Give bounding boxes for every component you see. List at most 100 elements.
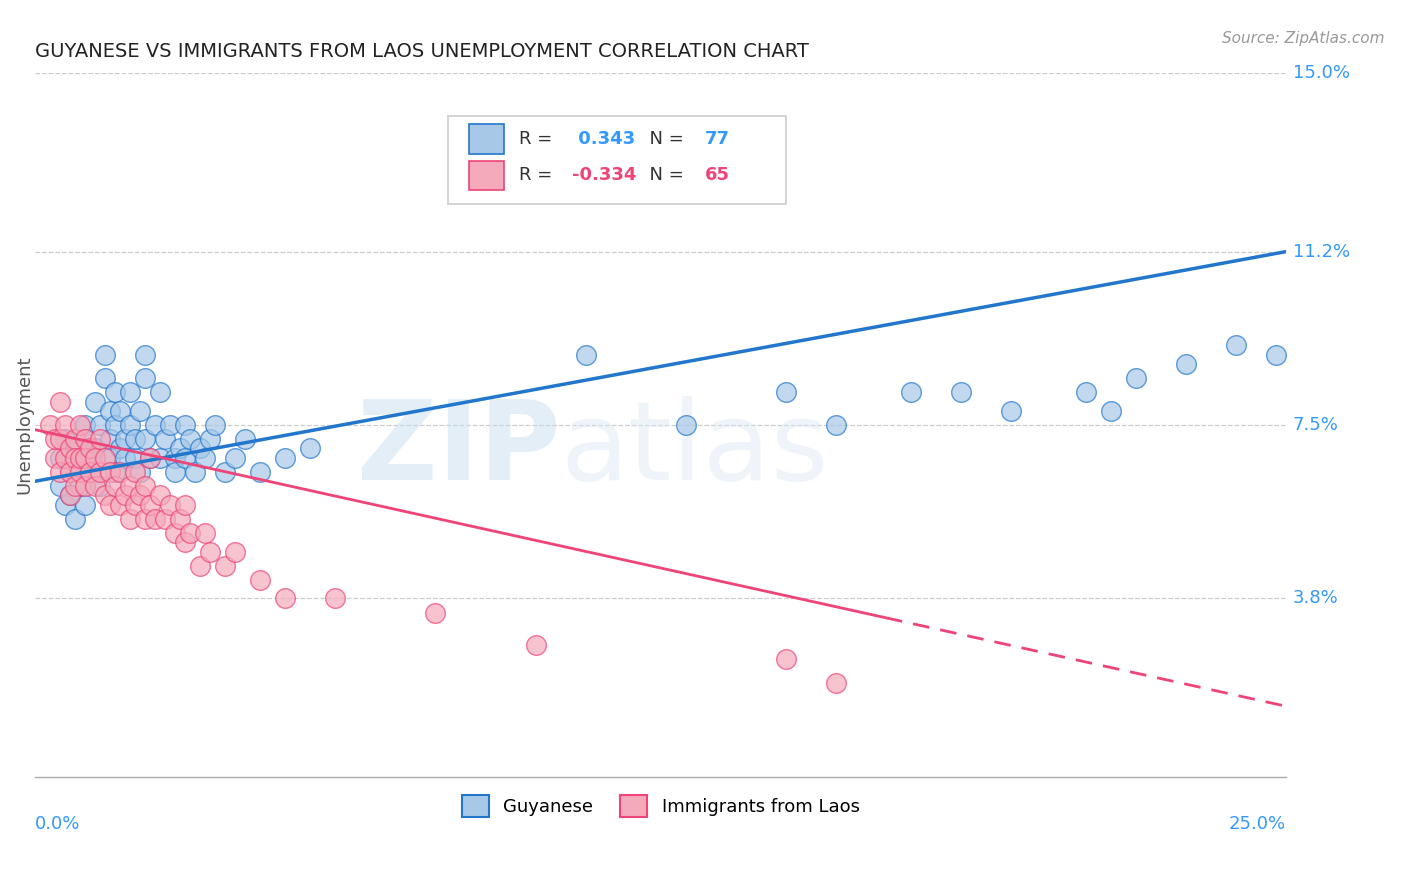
Point — [79, 442, 101, 456]
Point — [94, 348, 117, 362]
Point — [108, 404, 131, 418]
Point — [299, 442, 322, 456]
Text: 11.2%: 11.2% — [1292, 243, 1350, 260]
Point — [129, 465, 152, 479]
Point — [75, 432, 97, 446]
Point — [194, 525, 217, 540]
Point — [94, 371, 117, 385]
Point — [49, 450, 72, 465]
Point — [108, 465, 131, 479]
Point — [75, 417, 97, 432]
Point — [775, 652, 797, 666]
Point — [59, 488, 82, 502]
Point — [104, 479, 127, 493]
Point — [179, 525, 201, 540]
Legend: Guyanese, Immigrants from Laos: Guyanese, Immigrants from Laos — [454, 788, 868, 824]
Point — [249, 573, 271, 587]
Point — [79, 450, 101, 465]
Point — [94, 450, 117, 465]
Point — [63, 479, 86, 493]
Text: GUYANESE VS IMMIGRANTS FROM LAOS UNEMPLOYMENT CORRELATION CHART: GUYANESE VS IMMIGRANTS FROM LAOS UNEMPLO… — [35, 42, 808, 61]
Point — [159, 498, 181, 512]
Point — [425, 606, 447, 620]
Point — [53, 432, 76, 446]
Text: 65: 65 — [704, 167, 730, 185]
Text: 3.8%: 3.8% — [1292, 590, 1339, 607]
Point — [75, 450, 97, 465]
Point — [59, 442, 82, 456]
Point — [129, 404, 152, 418]
Point — [149, 385, 172, 400]
Point — [1265, 348, 1288, 362]
Point — [1125, 371, 1147, 385]
Point — [155, 432, 177, 446]
Text: Source: ZipAtlas.com: Source: ZipAtlas.com — [1222, 31, 1385, 46]
Point — [139, 450, 162, 465]
Point — [79, 465, 101, 479]
Text: R =: R = — [519, 130, 558, 148]
Point — [98, 498, 121, 512]
Point — [63, 512, 86, 526]
FancyBboxPatch shape — [470, 161, 505, 190]
Point — [63, 450, 86, 465]
Text: N =: N = — [638, 167, 690, 185]
Point — [143, 512, 166, 526]
Point — [108, 442, 131, 456]
Point — [169, 512, 191, 526]
Point — [188, 442, 211, 456]
Text: -0.334: -0.334 — [572, 167, 637, 185]
Point — [69, 417, 91, 432]
Point — [675, 417, 697, 432]
Point — [49, 394, 72, 409]
Point — [824, 417, 846, 432]
Point — [149, 450, 172, 465]
Point — [79, 465, 101, 479]
Point — [775, 385, 797, 400]
Point — [108, 498, 131, 512]
Point — [104, 465, 127, 479]
Point — [120, 479, 142, 493]
Point — [174, 417, 197, 432]
Text: ZIP: ZIP — [357, 396, 561, 503]
Point — [169, 442, 191, 456]
Text: N =: N = — [638, 130, 690, 148]
Point — [325, 591, 347, 606]
Text: 7.5%: 7.5% — [1292, 416, 1339, 434]
Point — [75, 479, 97, 493]
Point — [1099, 404, 1122, 418]
Point — [124, 432, 146, 446]
Point — [165, 465, 187, 479]
Point — [84, 442, 107, 456]
Point — [104, 385, 127, 400]
Point — [1074, 385, 1097, 400]
Point — [120, 417, 142, 432]
Point — [124, 465, 146, 479]
Point — [49, 432, 72, 446]
Point — [114, 450, 136, 465]
Point — [575, 348, 598, 362]
Point — [69, 479, 91, 493]
Point — [824, 676, 846, 690]
Point — [274, 591, 297, 606]
Point — [53, 498, 76, 512]
Point — [59, 465, 82, 479]
Point — [98, 465, 121, 479]
Point — [143, 417, 166, 432]
Point — [900, 385, 922, 400]
Point — [114, 488, 136, 502]
Point — [89, 465, 111, 479]
Point — [44, 450, 66, 465]
Point — [59, 465, 82, 479]
Point — [98, 432, 121, 446]
Point — [214, 558, 236, 573]
Point — [179, 432, 201, 446]
Point — [174, 535, 197, 549]
Point — [134, 512, 156, 526]
Point — [98, 450, 121, 465]
Point — [249, 465, 271, 479]
Point — [1000, 404, 1022, 418]
Point — [120, 385, 142, 400]
Text: 77: 77 — [704, 130, 730, 148]
FancyBboxPatch shape — [470, 124, 505, 153]
Point — [134, 371, 156, 385]
